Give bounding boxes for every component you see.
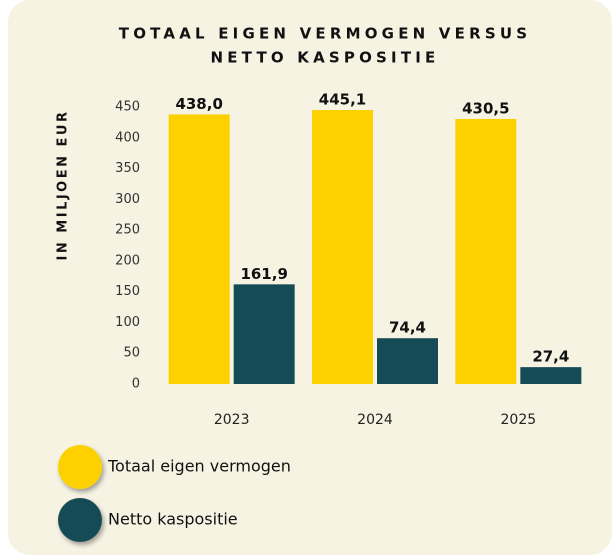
y-tick-label: 200 <box>115 253 140 268</box>
legend-label: Netto kaspositie <box>108 510 238 529</box>
value-label: 438,0 <box>175 95 222 113</box>
bar <box>377 338 438 384</box>
value-label: 445,1 <box>319 91 366 109</box>
legend-label: Totaal eigen vermogen <box>107 457 291 476</box>
x-tick-label: 2023 <box>214 412 250 428</box>
y-tick-label: 350 <box>115 161 140 176</box>
value-label: 27,4 <box>532 348 569 366</box>
legend-swatch <box>58 445 102 489</box>
x-tick-label: 2024 <box>357 412 393 428</box>
bar <box>312 110 373 384</box>
y-axis-label: IN MILJOEN EUR <box>56 110 71 261</box>
value-label: 430,5 <box>462 100 509 118</box>
y-tick-label: 250 <box>115 223 140 238</box>
bar <box>233 284 295 384</box>
bar <box>455 119 517 385</box>
y-tick-label: 450 <box>115 100 140 115</box>
bar <box>168 114 230 385</box>
y-tick-label: 150 <box>115 284 140 299</box>
bar <box>520 367 582 384</box>
chart-title: NETTO KASPOSITIE <box>210 49 439 67</box>
value-label: 161,9 <box>240 265 287 283</box>
y-tick-label: 400 <box>115 130 140 145</box>
legend-swatch <box>58 498 102 542</box>
y-tick-label: 100 <box>115 315 140 330</box>
y-tick-label: 50 <box>123 346 140 361</box>
y-tick-label: 300 <box>115 192 140 207</box>
x-tick-label: 2025 <box>501 412 537 428</box>
value-label: 74,4 <box>389 319 426 337</box>
y-tick-label: 0 <box>132 377 140 392</box>
chart-title: TOTAAL EIGEN VERMOGEN VERSUS <box>119 25 531 43</box>
